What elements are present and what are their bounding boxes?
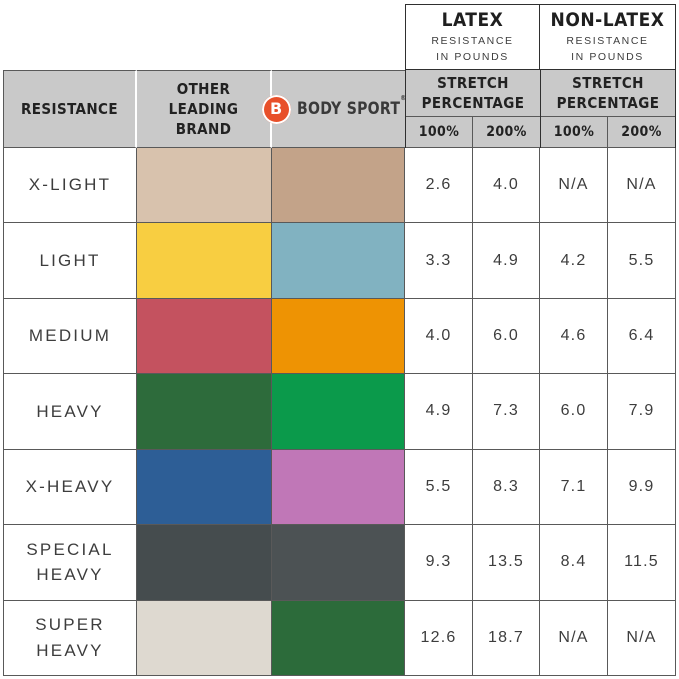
body-sport-swatch <box>272 148 405 224</box>
top-header-row: LATEX RESISTANCE IN POUNDS NON-LATEX RES… <box>3 4 676 70</box>
body-sport-swatch <box>272 525 405 601</box>
non-latex-stretch-header: STRETCH PERCENTAGE 100% 200% <box>540 70 676 148</box>
table-row: SPECIAL HEAVY 9.3 13.5 8.4 11.5 <box>3 525 676 601</box>
latex-200-value: 8.3 <box>473 449 540 526</box>
resistance-level-label: LIGHT <box>3 223 137 299</box>
other-brand-swatch <box>137 525 272 601</box>
latex-stretch-label-cell: STRETCH PERCENTAGE <box>406 70 540 117</box>
non-latex-200-value: 9.9 <box>608 449 676 526</box>
non-latex-100-value: 4.6 <box>540 298 608 375</box>
table-body: X-LIGHT 2.6 4.0 N/A N/A LIGHT 3.3 4.9 4.… <box>3 148 676 676</box>
other-brand-label: OTHER LEADING BRAND <box>168 79 239 139</box>
non-latex-subtitle: RESISTANCE IN POUNDS <box>566 35 649 63</box>
non-latex-200-value: 5.5 <box>608 223 676 299</box>
table-row: X-HEAVY 5.5 8.3 7.1 9.9 <box>3 449 676 526</box>
non-latex-pct-row: 100% 200% <box>541 117 675 148</box>
pct-200-label: 200% <box>621 123 662 140</box>
non-latex-stretch-label-cell: STRETCH PERCENTAGE <box>541 70 675 117</box>
non-latex-200-value: 7.9 <box>608 374 676 450</box>
latex-stretch-header: STRETCH PERCENTAGE 100% 200% <box>405 70 540 148</box>
body-sport-column-header: B BODY SPORT® <box>261 70 406 148</box>
latex-200-value: 6.0 <box>473 298 540 375</box>
body-sport-swatch <box>272 600 405 676</box>
resistance-level-label: HEAVY <box>3 374 137 450</box>
other-brand-column-header: OTHER LEADING BRAND <box>137 70 272 148</box>
logo-letter: B <box>270 99 283 118</box>
body-sport-logo: B BODY SPORT® <box>261 94 416 124</box>
non-latex-200-header: 200% <box>608 117 675 148</box>
other-brand-swatch <box>137 449 272 526</box>
top-spacer <box>3 4 405 70</box>
latex-200-value: 13.5 <box>473 525 540 601</box>
latex-100-value: 4.9 <box>405 374 473 450</box>
latex-subtitle: RESISTANCE IN POUNDS <box>431 35 514 63</box>
pct-100-label: 100% <box>418 123 460 140</box>
other-brand-swatch <box>137 298 272 375</box>
latex-100-value: 4.0 <box>405 298 473 375</box>
other-brand-swatch <box>137 223 272 299</box>
latex-pct-row: 100% 200% <box>406 117 540 148</box>
other-brand-swatch <box>137 374 272 450</box>
latex-100-value: 12.6 <box>405 600 473 676</box>
non-latex-title: NON-LATEX <box>550 9 665 32</box>
latex-100-value: 5.5 <box>405 449 473 526</box>
latex-200-value: 4.0 <box>473 148 540 224</box>
non-latex-100-header: 100% <box>541 117 608 148</box>
latex-title: LATEX <box>441 9 504 32</box>
latex-header: LATEX RESISTANCE IN POUNDS <box>405 4 540 70</box>
non-latex-100-value: 8.4 <box>540 525 608 601</box>
table-row: SUPER HEAVY 12.6 18.7 N/A N/A <box>3 600 676 676</box>
pct-200-label: 200% <box>486 123 527 140</box>
resistance-level-label: X-HEAVY <box>3 449 137 526</box>
resistance-column-header: RESISTANCE <box>3 70 137 148</box>
resistance-level-label: SPECIAL HEAVY <box>3 525 137 601</box>
latex-100-value: 3.3 <box>405 223 473 299</box>
latex-200-value: 18.7 <box>473 600 540 676</box>
latex-100-header: 100% <box>406 117 473 148</box>
pct-100-label: 100% <box>553 123 595 140</box>
non-latex-100-value: 6.0 <box>540 374 608 450</box>
other-brand-swatch <box>137 148 272 224</box>
table: LATEX RESISTANCE IN POUNDS NON-LATEX RES… <box>3 4 676 676</box>
table-row: X-LIGHT 2.6 4.0 N/A N/A <box>3 148 676 224</box>
non-latex-200-value: 11.5 <box>608 525 676 601</box>
body-sport-swatch <box>272 223 405 299</box>
latex-100-value: 9.3 <box>405 525 473 601</box>
registered-trademark: ® <box>399 94 406 102</box>
body-sport-logo-icon: B <box>261 94 291 124</box>
other-brand-swatch <box>137 600 272 676</box>
body-sport-swatch <box>272 449 405 526</box>
non-latex-200-value: N/A <box>608 148 676 224</box>
column-header-row: RESISTANCE OTHER LEADING BRAND B BODY SP… <box>3 70 676 148</box>
non-latex-200-value: N/A <box>608 600 676 676</box>
non-latex-100-value: 4.2 <box>540 223 608 299</box>
table-row: MEDIUM 4.0 6.0 4.6 6.4 <box>3 298 676 375</box>
table-row: LIGHT 3.3 4.9 4.2 5.5 <box>3 223 676 299</box>
latex-200-header: 200% <box>473 117 540 148</box>
latex-200-value: 7.3 <box>473 374 540 450</box>
resistance-level-label: X-LIGHT <box>3 148 137 224</box>
body-sport-wordmark: BODY SPORT® <box>296 94 406 119</box>
non-latex-200-value: 6.4 <box>608 298 676 375</box>
latex-200-value: 4.9 <box>473 223 540 299</box>
non-latex-header: NON-LATEX RESISTANCE IN POUNDS <box>540 4 676 70</box>
table-row: HEAVY 4.9 7.3 6.0 7.9 <box>3 374 676 450</box>
brand-name: BODY SPORT <box>296 99 400 119</box>
non-latex-100-value: 7.1 <box>540 449 608 526</box>
resistance-level-label: MEDIUM <box>3 298 137 375</box>
body-sport-swatch <box>272 298 405 375</box>
resistance-level-label: SUPER HEAVY <box>3 600 137 676</box>
body-sport-swatch <box>272 374 405 450</box>
resistance-label: RESISTANCE <box>21 99 118 118</box>
latex-100-value: 2.6 <box>405 148 473 224</box>
stretch-percentage-label: STRETCH PERCENTAGE <box>556 73 660 112</box>
stretch-percentage-label: STRETCH PERCENTAGE <box>421 73 525 112</box>
non-latex-100-value: N/A <box>540 600 608 676</box>
non-latex-100-value: N/A <box>540 148 608 224</box>
